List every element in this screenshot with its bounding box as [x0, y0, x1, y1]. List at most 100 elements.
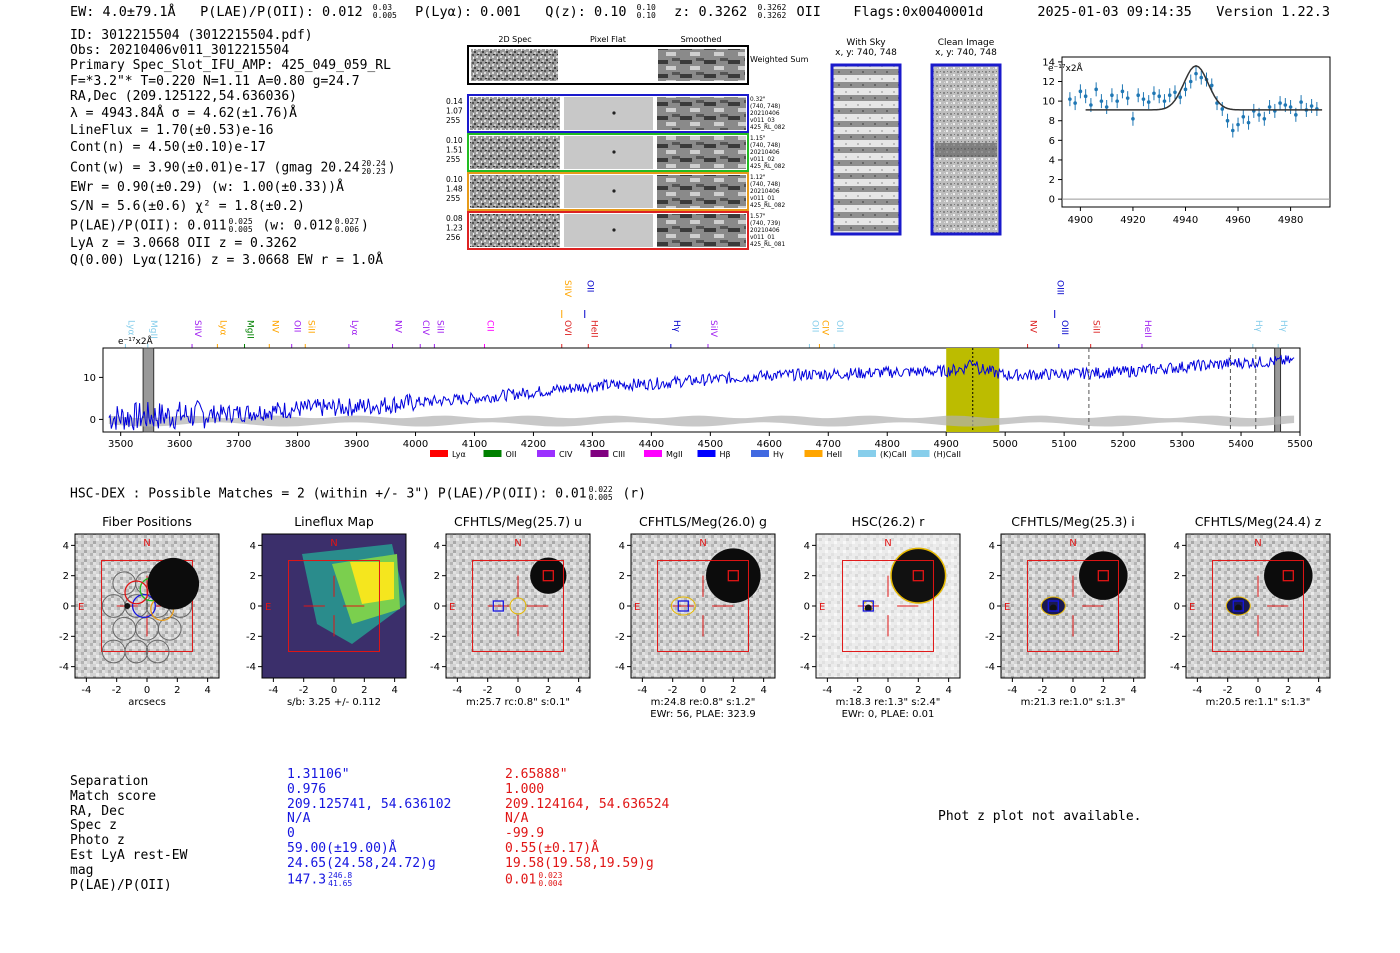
panel-subtitle: m:24.8 re:0.8" s:1.2"	[651, 697, 756, 708]
line-label: CII	[485, 320, 495, 332]
zoom-point	[1257, 113, 1261, 117]
cutout-row-value: 256	[446, 233, 461, 242]
zoom-ytick-label: 6	[1049, 136, 1055, 147]
zoom-point	[1225, 118, 1230, 123]
search-box	[1027, 560, 1119, 652]
bright-star-aperture	[1262, 549, 1315, 602]
info-plae-end: )	[361, 218, 369, 234]
cutout-pixelflat-dot	[612, 111, 616, 115]
line-label: OII	[809, 320, 819, 332]
panel-subtitle: arcsecs	[128, 697, 166, 708]
zoom-point	[1099, 99, 1104, 103]
cutout-2dspec	[470, 136, 560, 169]
panel-xtick-label: 0	[1070, 685, 1076, 696]
panel-xtick-label: 4	[945, 685, 951, 696]
header-z-frac: 0.3262 0.3262	[757, 4, 786, 20]
spectrum-xtick-label: 4600	[757, 439, 782, 450]
cutout-row-meta: 20210406	[750, 150, 780, 156]
blue-lya-ew: 59.00(±19.00)Å	[287, 840, 397, 856]
panel-ytick-label: -4	[800, 662, 810, 673]
zoom-plot-unit: e⁻¹⁷x2Å	[1048, 62, 1084, 74]
panel-ytick-label: 2	[63, 571, 69, 582]
spectrum-xtick-label: 3800	[285, 439, 310, 450]
header-ew: EW: 4.0±79.1Å	[70, 4, 176, 20]
north-label: N	[330, 538, 337, 549]
panel-xtick-label: 4	[575, 685, 581, 696]
panel-ytick-label: -2	[615, 632, 625, 643]
north-label: N	[514, 538, 521, 549]
cutout-row-meta: 1.12"	[750, 175, 766, 181]
line-label: OII	[292, 320, 302, 332]
clean-image-header: Clean Image x, y: 740, 748	[928, 38, 1004, 58]
cutout-pixelflat	[564, 175, 653, 208]
line-label: Hγ	[1278, 320, 1288, 333]
zoom-xtick-label: 4980	[1278, 215, 1303, 226]
line-label: OII	[834, 320, 844, 332]
cutout-row-value: 255	[446, 116, 461, 125]
zoom-point	[1241, 115, 1246, 119]
cutout-row-value: 1.48	[446, 185, 463, 194]
zoom-point	[1136, 93, 1140, 98]
panel-xtick-label: -2	[112, 685, 122, 696]
panel-xtick-label: -4	[1192, 685, 1202, 696]
panel-ytick-label: -4	[1170, 662, 1180, 673]
cutout-stack: 2D Spec Pixel Flat Smoothed Weighted Sum…	[446, 35, 809, 250]
legend-swatch	[751, 450, 769, 457]
line-label: OVI	[562, 320, 572, 336]
zoom-point	[1078, 89, 1083, 94]
cutout-row-meta: 425_RL_082	[750, 164, 785, 170]
info-lambda: λ = 4943.84Å σ = 4.62(±1.76)Å	[70, 106, 297, 122]
panel-xtick-label: 4	[1130, 685, 1136, 696]
zoom-ytick-label: 2	[1049, 175, 1055, 186]
east-label: E	[1189, 602, 1195, 613]
panel-ytick-label: 0	[434, 602, 440, 613]
label-lya-ew: Est LyA rest-EW	[70, 847, 188, 863]
cutout-header-2dspec: 2D Spec	[498, 35, 531, 44]
north-label: N	[143, 538, 150, 549]
legend-label: Hβ	[720, 450, 731, 459]
panel-xtick-label: -2	[299, 685, 309, 696]
fiber-highlight	[131, 593, 156, 619]
panel-ytick-label: 2	[1174, 571, 1180, 582]
cutout-2dspec	[470, 214, 560, 247]
zoom-point	[1262, 116, 1267, 121]
line-label: NV	[269, 320, 279, 334]
panel-xtick-label: 0	[1255, 685, 1261, 696]
blue-match-ellipse	[670, 596, 696, 616]
fiber-circle	[145, 639, 170, 664]
full-spectrum-plot: Lyα MgII SIIV Lyα MgII NV OII SiII Lyα NV CIV SiII C…	[83, 280, 1312, 459]
red-match-box	[1097, 570, 1109, 582]
panel-xtick-label: -4	[1007, 685, 1017, 696]
red-spec-z: N/A	[505, 811, 529, 827]
spectrum-unit: e⁻¹⁷x2Å	[118, 335, 154, 347]
spectrum-dashed-lines	[1088, 348, 1257, 432]
header-flags: Flags:0x0040001d	[853, 4, 984, 20]
zoom-point	[1120, 89, 1125, 94]
zoom-point	[1141, 97, 1146, 101]
search-box	[1212, 560, 1304, 652]
spectrum-ytick-label: 0	[90, 415, 96, 426]
image-panels: Fiber Positions N E -4 -4 -2 -2 0 0 2 2 4 4 arcsecs Li…	[59, 514, 1331, 720]
header-plae: P(LAE)/P(OII): 0.012	[200, 4, 363, 20]
spectrum-xtick-label: 5300	[1169, 439, 1194, 450]
header-z-hi: 0.3262	[757, 3, 787, 12]
panel-xtick-label: -2	[853, 685, 863, 696]
line-label: SiII	[1091, 320, 1101, 334]
panel-ytick-label: 4	[989, 541, 995, 552]
label-mag: mag	[70, 862, 94, 878]
zoom-xtick-label: 4940	[1173, 215, 1198, 226]
zoom-plot: e⁻¹⁷x2Å 4900 4920 4940 4960 4980 0 2 4 6 8 10 12 14	[1042, 56, 1331, 226]
east-label: E	[1004, 602, 1010, 613]
info-plae-row: P(LAE)/P(OII): 0.011 0.025 0.005 (w: 0.012…	[70, 218, 396, 234]
panel-xtick-label: 0	[331, 685, 337, 696]
legend-label: Lyα	[452, 450, 466, 459]
info-lya-z: LyA z = 3.0668 OII z = 0.3262	[70, 236, 297, 252]
legend-swatch	[697, 450, 716, 457]
panel-image	[1186, 534, 1330, 678]
panel-group: Fiber Positions N E -4 -4 -2 -2 0 0 2 2 4 4 arcsecs Li…	[59, 514, 1331, 720]
panel-xtick-label: -4	[81, 685, 91, 696]
bright-star	[530, 557, 567, 594]
zoom-point	[1115, 99, 1119, 103]
line-label: NV	[393, 320, 403, 334]
cutout-row-value: 0.10	[446, 175, 463, 184]
